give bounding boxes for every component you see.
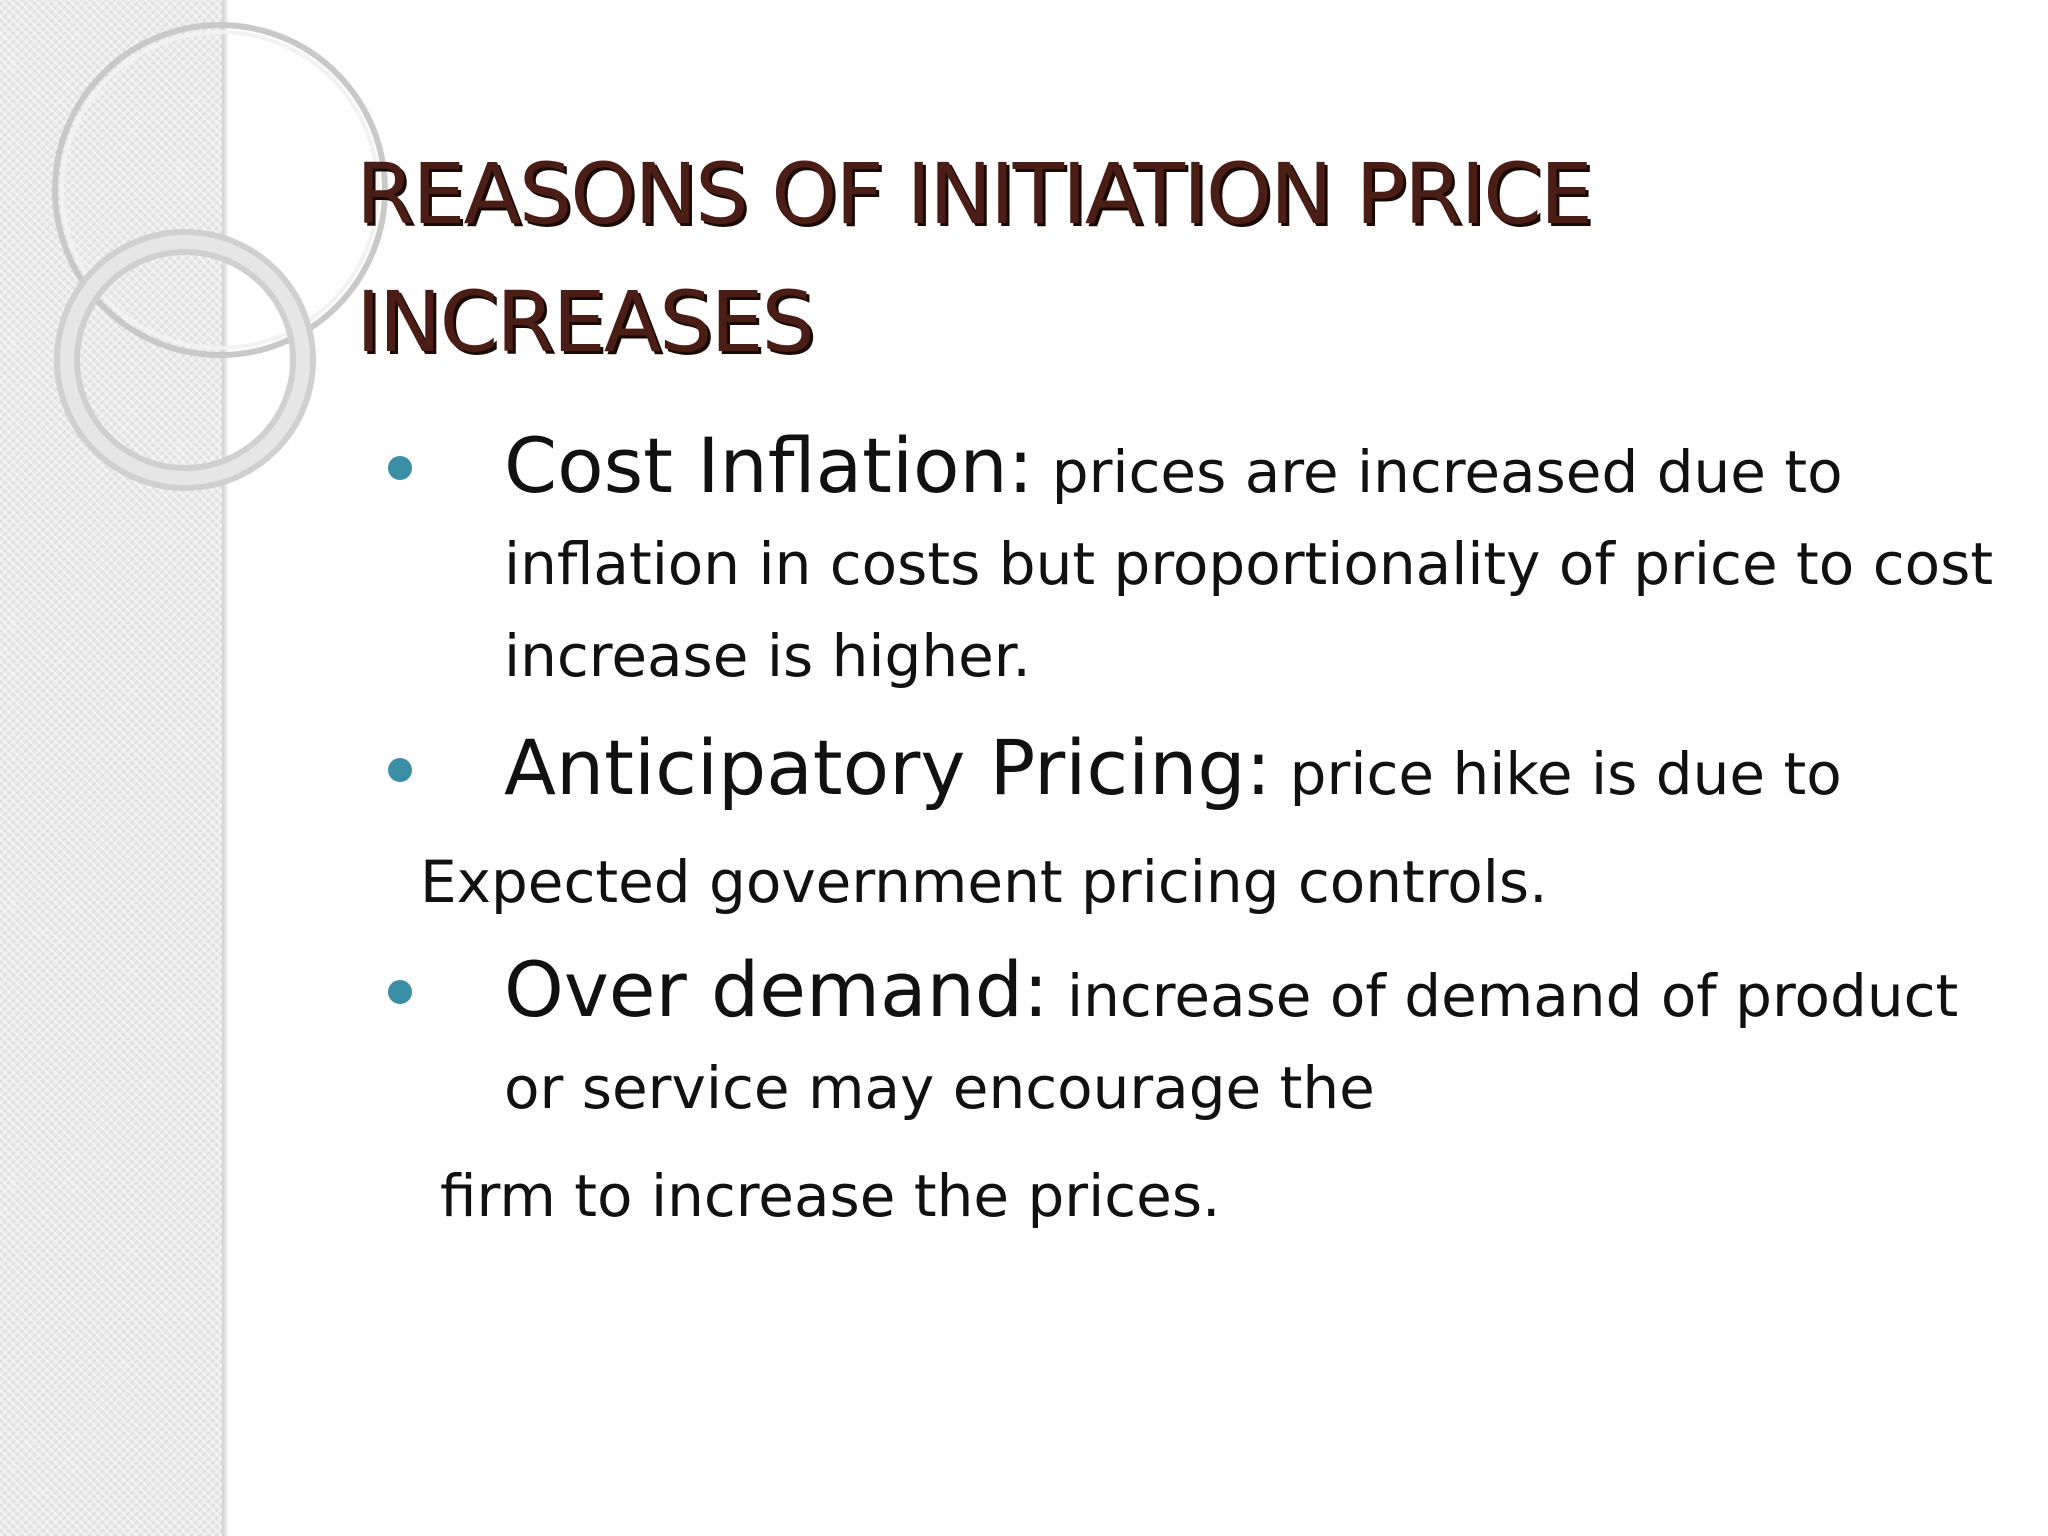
large-ring — [52, 22, 388, 358]
bullet-dot-icon — [388, 980, 412, 1004]
bullet-heading: Anticipatory Pricing: — [504, 723, 1272, 812]
bullet-item-cost-inflation: Cost Inflation: prices are increased due… — [380, 420, 2000, 702]
bullet-heading: Cost Inflation: — [504, 421, 1034, 510]
bullet-item-anticipatory-pricing: Anticipatory Pricing: price hike is due … — [380, 722, 2000, 820]
bullet-continuation: Expected government pricing controls. — [420, 848, 1548, 916]
title-line-2: INCREASES — [356, 273, 815, 371]
bullet-text: prices are increased due to inflation in… — [504, 438, 1994, 690]
decorative-rings — [52, 22, 388, 491]
small-ring-highlight — [60, 235, 310, 485]
bullet-dot-icon — [388, 456, 412, 480]
bullet-continuation: firm to increase the prices. — [440, 1162, 1221, 1230]
bullet-list: Cost Inflation: prices are increased due… — [380, 420, 2000, 1258]
bullet-heading: Over demand: — [504, 945, 1049, 1034]
bullet-dot-icon — [388, 758, 412, 782]
bullet-text: price hike is due to — [1271, 740, 1842, 808]
title-line-1: REASONS OF INITIATION PRICE — [356, 145, 1593, 243]
side-band-edge — [222, 0, 228, 1536]
bullet-item-over-demand: Over demand: increase of demand of produ… — [380, 944, 2000, 1134]
large-ring-highlight — [60, 30, 380, 350]
slide-title: REASONS OF INITIATION PRICE INCREASES — [356, 130, 1996, 386]
bullet-text: increase of demand of product or service… — [504, 962, 1959, 1122]
